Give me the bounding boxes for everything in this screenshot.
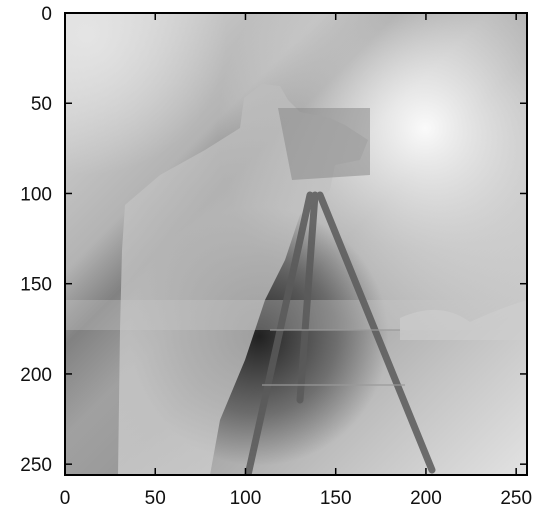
y-axis: 0 50 100 150 200 250	[20, 4, 527, 476]
y-tick-label: 0	[41, 4, 52, 25]
cameraman-figure	[118, 84, 368, 475]
y-tick-label: 250	[20, 455, 52, 476]
y-tick-label: 50	[31, 94, 52, 115]
plot-frame	[64, 12, 528, 476]
grayscale-image	[65, 13, 527, 475]
tripod	[244, 191, 436, 475]
x-tick-label: 50	[145, 488, 166, 509]
y-tick-label: 100	[20, 184, 52, 205]
x-tick-label: 250	[500, 488, 532, 509]
y-tick-label: 150	[20, 275, 52, 296]
x-tick-label: 150	[320, 488, 352, 509]
x-tick-label: 0	[60, 488, 71, 509]
x-axis: 0 50 100 150 200 250	[60, 13, 532, 509]
y-tick-label: 200	[20, 365, 52, 386]
x-tick-label: 200	[410, 488, 442, 509]
x-tick-label: 100	[230, 488, 262, 509]
